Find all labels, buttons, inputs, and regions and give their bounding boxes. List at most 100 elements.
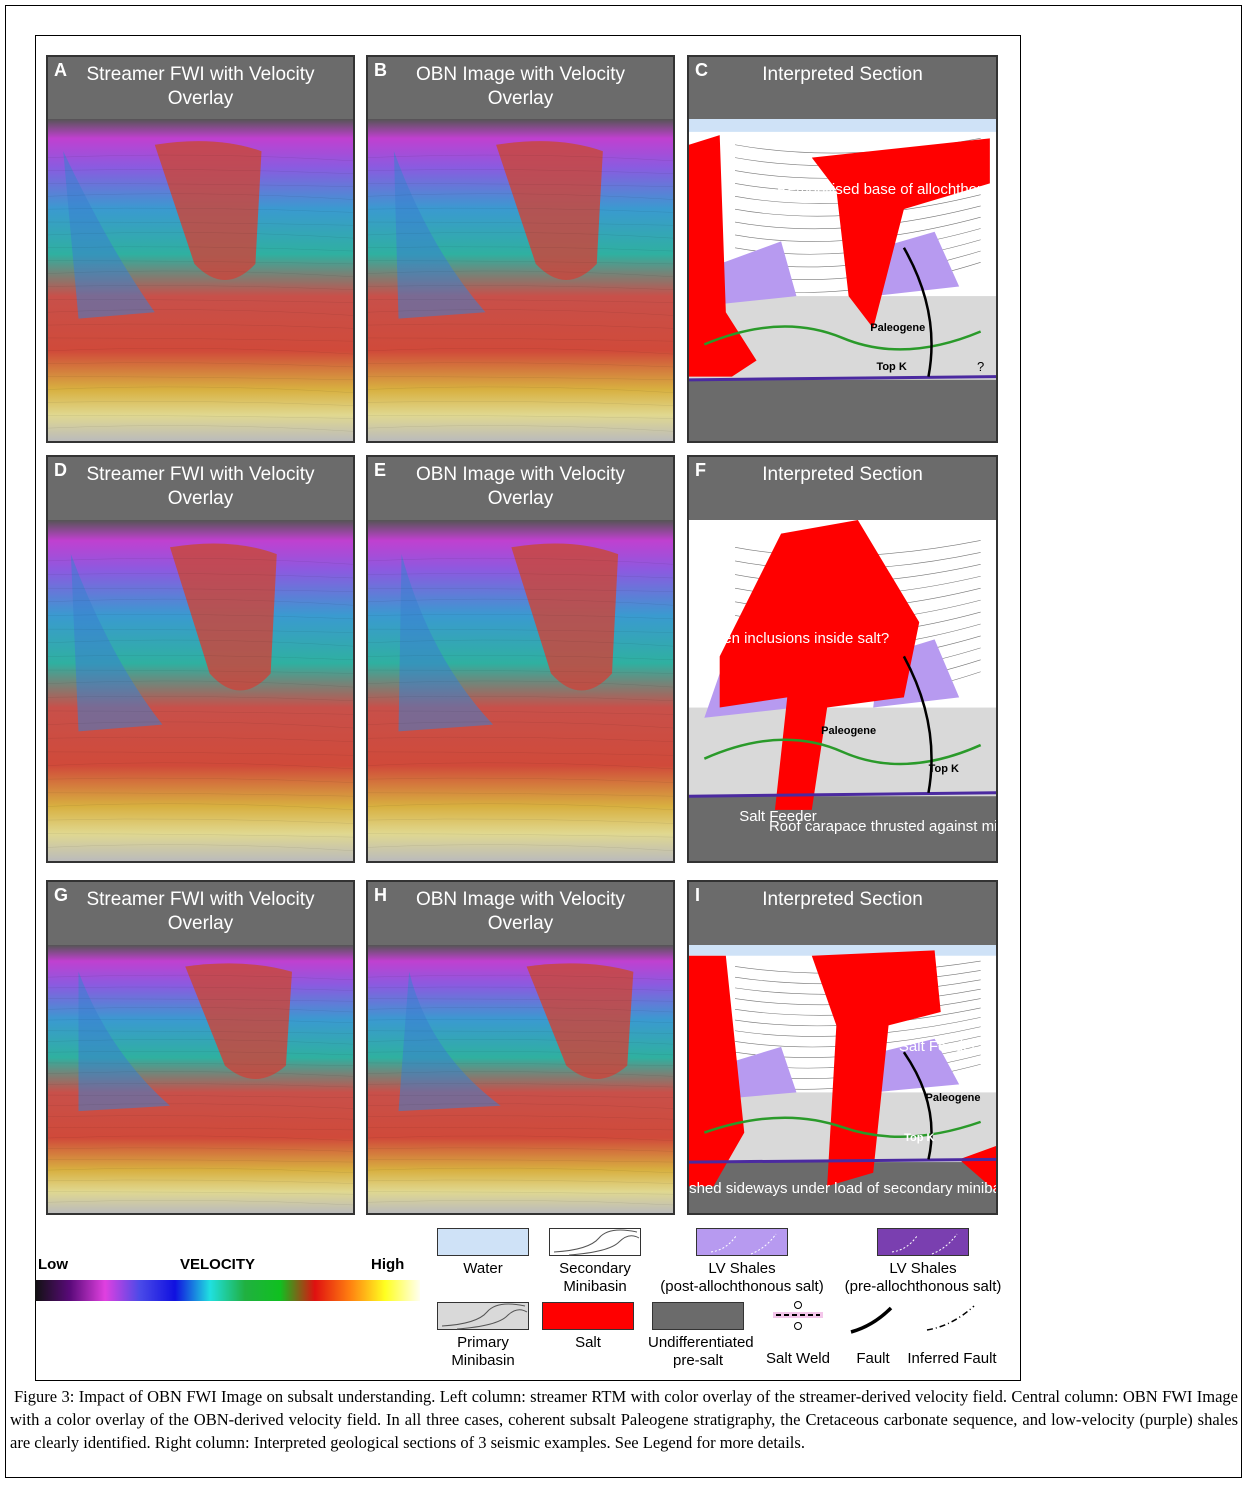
panel-image bbox=[48, 945, 353, 1213]
panel-content: Remobilised base of allochthonous salt Pa… bbox=[689, 119, 996, 441]
panel-letter: C bbox=[695, 60, 708, 81]
legend-label: Salt bbox=[575, 1334, 601, 1352]
swatch-box bbox=[697, 1229, 788, 1256]
legend-swatch bbox=[437, 1228, 529, 1256]
annotation: ? bbox=[977, 358, 984, 376]
caption: Figure 3: Impact of OBN FWI Image on sub… bbox=[10, 1385, 1238, 1454]
panel: OBN Image with Velocity OverlayH bbox=[366, 880, 675, 1215]
panel: Interpreted Section C Remobilised base of … bbox=[687, 55, 998, 443]
page: {"panels":[ {"letter":"A","title":"Strea… bbox=[0, 0, 1249, 1486]
panel-letter: I bbox=[695, 885, 700, 906]
annotation: Paleogene bbox=[926, 1089, 981, 1107]
water bbox=[689, 945, 996, 956]
annotation: Paleogene bbox=[870, 319, 925, 337]
panel-content bbox=[368, 119, 673, 441]
legend-label: Water bbox=[463, 1260, 502, 1278]
panel-letter: H bbox=[374, 885, 387, 906]
panel-image bbox=[368, 520, 673, 861]
annotation: Overburden inclusions inside salt? bbox=[687, 630, 889, 648]
weld-ring bbox=[795, 1302, 802, 1309]
panel: Streamer FWI with Velocity Overlay A bbox=[46, 55, 355, 443]
swatch-box bbox=[878, 1229, 969, 1256]
panel: Streamer FWI with Velocity OverlayG bbox=[46, 880, 355, 1215]
panel-title: Interpreted Section bbox=[762, 464, 923, 485]
legend-item-label: Water bbox=[463, 1260, 502, 1278]
legend-label: LV Shales(pre-allochthonous salt) bbox=[845, 1260, 1002, 1296]
annotation: Roof carapace thrusted against minibasin bbox=[769, 818, 998, 836]
annotation: Top K bbox=[929, 760, 959, 778]
annotation: Salt Feeder bbox=[899, 1038, 977, 1056]
annotation: Remobilised base of allochthonous salt bbox=[777, 181, 998, 199]
panel-content bbox=[48, 945, 353, 1213]
panel-content bbox=[368, 945, 673, 1213]
panel-title: OBN Image with Velocity Overlay bbox=[416, 64, 625, 109]
velocity-colorbar bbox=[35, 1280, 420, 1301]
panel-title: Streamer FWI with Velocity Overlay bbox=[86, 64, 314, 109]
legend-label: Fault bbox=[856, 1350, 889, 1368]
legend-label: Secondary Minibasin bbox=[545, 1260, 645, 1296]
panel-title-bar: OBN Image with Velocity Overlay bbox=[368, 457, 673, 520]
panel-title: OBN Image with Velocity Overlay bbox=[416, 464, 625, 509]
legend-symbol bbox=[843, 1296, 903, 1336]
inferred-fault-line bbox=[927, 1306, 974, 1330]
panel-image bbox=[368, 945, 673, 1213]
panel-image bbox=[48, 119, 353, 441]
panel-title-bar: OBN Image with Velocity Overlay bbox=[368, 57, 673, 119]
legend-item-label: Fault bbox=[856, 1350, 889, 1368]
legend-label: Inferred Fault bbox=[907, 1350, 996, 1368]
legend-item-label: Undifferentiated pre-salt bbox=[648, 1334, 748, 1370]
fault-line bbox=[851, 1308, 891, 1332]
panel-title-bar: Streamer FWI with Velocity Overlay bbox=[48, 57, 353, 119]
panel-title-bar: Interpreted Section bbox=[689, 882, 996, 945]
panel: Interpreted Section I Salt Feeder Paleogene… bbox=[687, 880, 998, 1215]
annotation: Top K bbox=[904, 1129, 934, 1147]
panel-letter: F bbox=[695, 460, 706, 481]
legend-item-label: Salt Weld bbox=[766, 1350, 830, 1368]
legend-item-label: Salt bbox=[575, 1334, 601, 1352]
panel-content bbox=[48, 119, 353, 441]
velocity-title: VELOCITY bbox=[180, 1256, 255, 1273]
water bbox=[689, 119, 996, 132]
panel-content bbox=[48, 520, 353, 861]
annotation: Top K bbox=[876, 358, 906, 376]
panel-title-bar: OBN Image with Velocity Overlay bbox=[368, 882, 673, 945]
panel-title-bar: Streamer FWI with Velocity Overlay bbox=[48, 882, 353, 945]
panel-title: Interpreted Section bbox=[762, 64, 923, 85]
swatch-box bbox=[653, 1303, 744, 1330]
panel: Interpreted Section F Overburden inclusion… bbox=[687, 455, 998, 863]
legend-swatch bbox=[549, 1228, 641, 1256]
legend-symbol bbox=[922, 1296, 982, 1336]
annotation: Paleogene bbox=[821, 722, 876, 740]
legend-label: Salt Weld bbox=[766, 1350, 830, 1368]
panel-title: Interpreted Section bbox=[762, 889, 923, 910]
swatch-box bbox=[543, 1303, 634, 1330]
panel-title-bar: Interpreted Section bbox=[689, 457, 996, 520]
weld-ring bbox=[795, 1323, 802, 1330]
panel: Streamer FWI with Velocity OverlayD bbox=[46, 455, 355, 863]
panel-image bbox=[689, 945, 996, 1213]
legend-item-label: Inferred Fault bbox=[907, 1350, 996, 1368]
panel: OBN Image with Velocity Overlay B bbox=[366, 55, 675, 443]
panel-letter: A bbox=[54, 60, 67, 81]
panel-letter: E bbox=[374, 460, 386, 481]
legend-symbol bbox=[768, 1296, 828, 1336]
panel-title-bar: Streamer FWI with Velocity Overlay bbox=[48, 457, 353, 520]
velocity-high-label: High bbox=[371, 1256, 404, 1273]
pre-salt bbox=[689, 377, 996, 441]
panel-content: Overburden inclusions inside salt? Paleog… bbox=[689, 520, 996, 861]
panel-title: Streamer FWI with Velocity Overlay bbox=[86, 889, 314, 934]
panel: OBN Image with Velocity Overlay E bbox=[366, 455, 675, 863]
velocity-low-label: Low bbox=[38, 1256, 68, 1273]
panel-image bbox=[689, 119, 996, 441]
legend-swatch bbox=[696, 1228, 788, 1256]
legend-item-label: Primary Minibasin bbox=[433, 1334, 533, 1370]
panel-image bbox=[48, 520, 353, 861]
panel-content bbox=[368, 520, 673, 861]
legend-swatch bbox=[437, 1302, 529, 1330]
swatch-box bbox=[438, 1229, 529, 1256]
legend-swatch bbox=[542, 1302, 634, 1330]
legend-item-note: (pre-allochthonous salt) bbox=[845, 1278, 1002, 1296]
panel-letter: B bbox=[374, 60, 387, 81]
panel-letter: D bbox=[54, 460, 67, 481]
